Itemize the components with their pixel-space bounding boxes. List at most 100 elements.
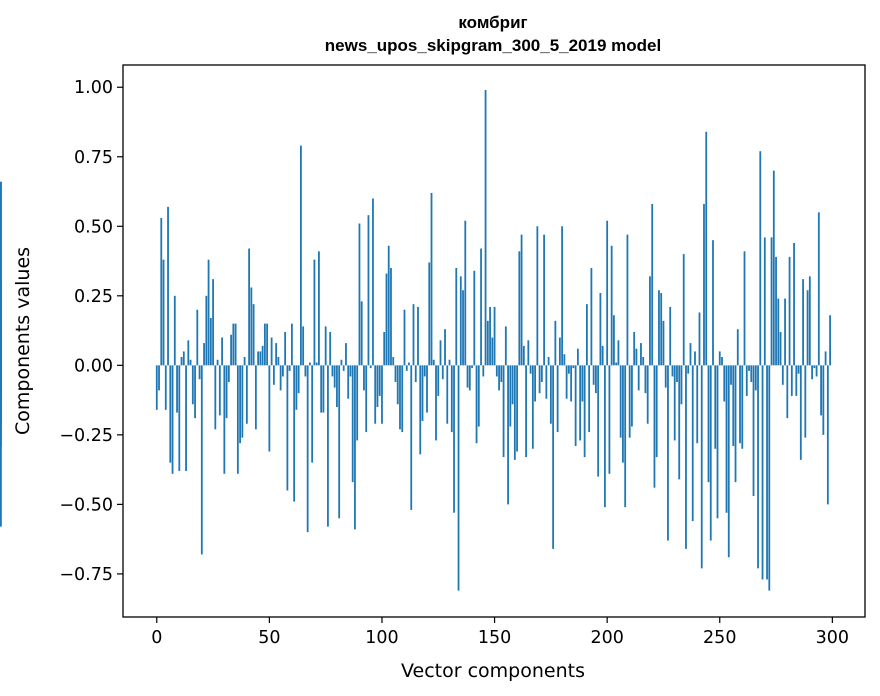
bar-component-183: [567, 365, 570, 374]
bar-component-166: [529, 365, 532, 374]
bar-component-26: [214, 365, 217, 430]
bar-component-54: [277, 356, 280, 366]
bar-component-208: [624, 365, 627, 508]
bar-component-242: [700, 365, 703, 569]
plot-frame: [122, 64, 866, 618]
bar-component-198: [601, 345, 604, 366]
bar-component-141: [473, 270, 476, 366]
bar-component-22: [205, 295, 208, 366]
bar-component-236: [687, 365, 690, 374]
bar-component-135: [459, 276, 462, 366]
bar-component-5: [167, 206, 169, 366]
bar-component-20: [200, 365, 203, 555]
bar-component-181: [563, 354, 566, 366]
bar-component-48: [263, 323, 266, 366]
bar-component-18: [196, 309, 199, 366]
bar-component-259: [739, 365, 741, 444]
bar-component-34: [232, 323, 235, 366]
bar-component-9: [176, 365, 178, 413]
bar-component-127: [441, 365, 444, 380]
bar-component-204: [615, 362, 618, 366]
bar-component-168: [534, 365, 536, 402]
bar-component-231: [676, 365, 678, 383]
bar-component-285: [797, 365, 800, 374]
bar-component-136: [462, 290, 464, 366]
bar-component-103: [387, 245, 390, 366]
bar-component-23: [207, 259, 210, 366]
bar-component-121: [428, 262, 431, 366]
bar-component-258: [736, 329, 739, 366]
bar-component-264: [750, 365, 753, 383]
bar-component-284: [795, 365, 798, 396]
bar-component-277: [779, 331, 782, 366]
bar-component-245: [707, 365, 710, 483]
bar-component-102: [385, 273, 388, 366]
bar-component-113: [410, 365, 413, 510]
bar-component-125: [437, 365, 440, 396]
bar-component-33: [230, 334, 232, 366]
bar-component-268: [759, 151, 762, 366]
bar-component-289: [806, 290, 809, 366]
bar-component-202: [610, 245, 613, 366]
bar-component-295: [820, 365, 822, 416]
bar-component-189: [581, 365, 584, 402]
bar-component-270: [763, 237, 766, 366]
bar-component-161: [518, 251, 521, 366]
bar-component-142: [475, 365, 478, 444]
bar-component-11: [180, 356, 183, 366]
bar-component-10: [178, 365, 181, 472]
bar-component-116: [417, 306, 419, 366]
bar-component-39: [243, 356, 246, 366]
bar-component-108: [399, 365, 401, 430]
bar-component-182: [565, 365, 568, 399]
bar-component-2: [160, 217, 163, 366]
bar-component-235: [685, 365, 687, 549]
bar-component-177: [554, 320, 557, 366]
bar-component-138: [466, 365, 469, 388]
bar-component-111: [405, 365, 408, 371]
bar-component-252: [723, 365, 726, 402]
bar-component-98: [376, 365, 379, 408]
bar-component-292: [813, 365, 816, 369]
bar-component-280: [786, 365, 789, 419]
bar-component-137: [464, 220, 467, 366]
bar-component-82: [340, 359, 343, 366]
bar-component-28: [218, 365, 221, 416]
bar-component-215: [640, 343, 642, 366]
bar-component-96: [372, 198, 374, 366]
bar-component-56: [281, 365, 284, 377]
bar-component-201: [608, 365, 611, 474]
x-tick-label: 100: [365, 628, 398, 648]
bar-component-undefined: [0, 365, 2, 527]
bar-component-44: [254, 365, 257, 430]
bar-component-167: [531, 365, 534, 449]
bar-component-263: [748, 365, 750, 371]
bar-component-24: [209, 318, 212, 366]
bar-component-36: [236, 365, 239, 474]
bar-component-130: [448, 359, 451, 366]
bar-component-35: [234, 323, 237, 366]
bar-component-131: [450, 365, 453, 433]
bar-component-283: [793, 242, 795, 366]
y-tick-label: −0.75: [59, 565, 113, 585]
bar-component-274: [772, 170, 775, 366]
bar-component-74: [322, 365, 325, 413]
bar-component-19: [198, 365, 201, 380]
bar-component-149: [491, 337, 494, 366]
bar-component-170: [538, 365, 541, 394]
bar-component-229: [671, 365, 674, 377]
bar-component-64: [299, 145, 302, 366]
bar-component-266: [754, 365, 757, 391]
bar-component-77: [329, 331, 332, 366]
bar-component-176: [552, 365, 555, 549]
bar-component-49: [266, 323, 269, 366]
bar-component-1: [158, 365, 160, 391]
bar-component-132: [453, 365, 455, 513]
bar-component-110: [403, 309, 406, 366]
bar-component-203: [613, 315, 615, 366]
bar-component-175: [549, 365, 552, 424]
bar-component-89: [356, 365, 359, 441]
bar-component-160: [516, 365, 518, 452]
bar-component-115: [414, 365, 417, 383]
